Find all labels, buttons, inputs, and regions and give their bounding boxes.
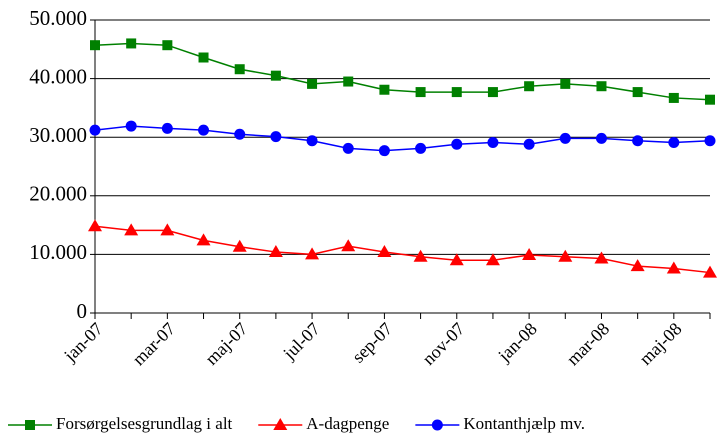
data-point <box>704 135 716 147</box>
y-tick-label: 30.000 <box>29 123 87 147</box>
data-point <box>306 135 318 147</box>
data-point <box>596 81 607 92</box>
legend-marker <box>431 419 443 431</box>
legend-label: Forsørgelsesgrundlag i alt <box>56 414 233 433</box>
series-line <box>94 225 711 274</box>
data-point <box>198 124 210 136</box>
data-point <box>162 40 173 51</box>
data-point <box>522 247 537 260</box>
series <box>88 219 717 278</box>
data-point <box>125 120 137 132</box>
data-point <box>89 124 101 136</box>
data-point <box>558 249 573 262</box>
data-point <box>451 138 463 150</box>
y-tick-label: 50.000 <box>29 6 87 30</box>
data-point <box>234 128 246 140</box>
data-point <box>342 142 354 154</box>
data-point <box>487 136 499 148</box>
data-point <box>560 78 571 89</box>
data-point <box>451 87 462 98</box>
series <box>89 120 716 157</box>
data-point <box>632 135 644 147</box>
data-point <box>196 233 211 246</box>
data-point <box>632 87 643 98</box>
legend-marker <box>273 418 288 430</box>
data-point <box>449 253 464 266</box>
data-point <box>343 76 354 87</box>
data-point <box>341 239 356 252</box>
data-point <box>594 251 609 264</box>
data-point <box>160 223 175 236</box>
data-point <box>559 132 571 144</box>
x-tick-label: nov-07 <box>418 319 468 369</box>
legend-label: Kontanthjælp mv. <box>463 414 585 433</box>
x-tick-label: mar-08 <box>563 319 614 370</box>
data-point <box>703 265 717 278</box>
x-tick-label: jan-08 <box>493 319 540 366</box>
data-point <box>415 87 426 98</box>
x-tick-label: mar-07 <box>128 319 179 370</box>
data-point <box>232 239 247 252</box>
y-tick-label: 0 <box>77 299 88 323</box>
data-point <box>666 261 681 274</box>
legend-label: A-dagpenge <box>306 414 389 433</box>
data-point <box>234 64 245 75</box>
data-point <box>198 52 209 63</box>
data-point <box>487 87 498 98</box>
data-point <box>124 223 139 236</box>
y-tick-label: 20.000 <box>29 182 87 206</box>
series-line <box>94 125 711 152</box>
data-point <box>379 84 390 95</box>
data-point <box>161 122 173 134</box>
data-point <box>305 247 320 260</box>
data-point <box>630 259 645 272</box>
data-point <box>595 132 607 144</box>
x-tick-label: maj-08 <box>635 319 685 369</box>
data-point <box>270 131 282 143</box>
y-tick-label: 10.000 <box>29 240 87 264</box>
data-point <box>88 219 102 232</box>
data-point <box>270 70 281 81</box>
data-point <box>378 145 390 157</box>
x-tick-label: jul-07 <box>279 319 324 364</box>
data-point <box>268 245 283 258</box>
data-point <box>377 245 392 258</box>
x-tick-label: jan-07 <box>59 319 106 366</box>
legend-marker <box>25 420 35 430</box>
data-point <box>523 138 535 150</box>
data-point <box>307 78 318 89</box>
data-point <box>524 81 535 92</box>
series-line <box>94 42 711 101</box>
data-point <box>668 136 680 148</box>
series <box>90 38 715 105</box>
data-point <box>415 142 427 154</box>
data-point <box>126 38 137 49</box>
x-tick-label: sep-07 <box>348 319 396 367</box>
data-point <box>705 94 715 105</box>
x-tick-label: maj-07 <box>201 319 251 369</box>
y-tick-label: 40.000 <box>29 64 87 88</box>
data-point <box>668 92 679 103</box>
data-point <box>413 249 428 262</box>
data-point <box>485 253 500 266</box>
legend: Forsørgelsesgrundlag i alt A-dagpenge Kont… <box>8 414 585 433</box>
data-point <box>90 40 100 51</box>
